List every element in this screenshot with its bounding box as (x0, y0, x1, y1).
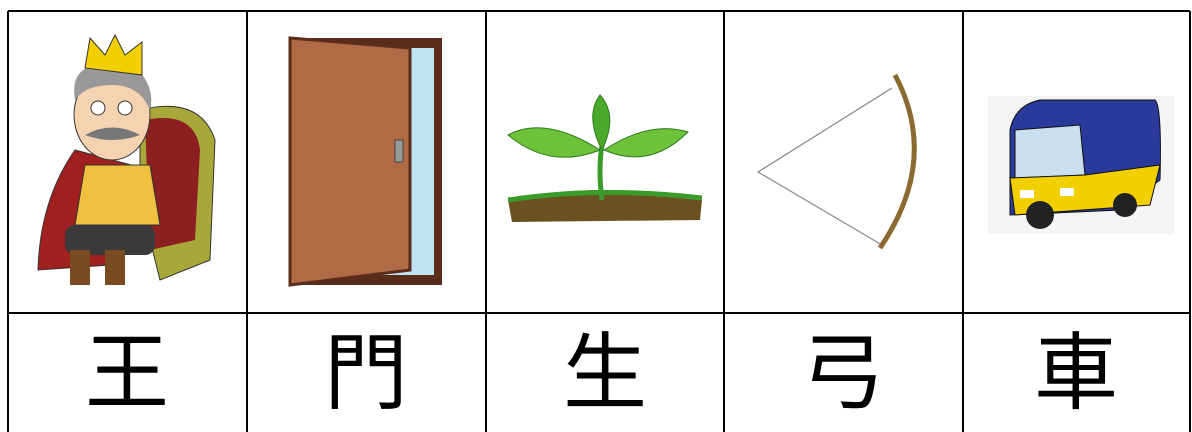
bus-illustration (988, 96, 1174, 234)
king-illustration (37, 33, 216, 285)
character-label: 生 (563, 324, 647, 422)
door-illustration (288, 36, 442, 287)
sprout-illustration (507, 94, 703, 222)
character-label: 弓 (801, 324, 885, 422)
table-grid (7, 10, 1191, 432)
character-label: 車 (1034, 324, 1118, 422)
bow-illustration (756, 73, 917, 250)
character-label: 王 (85, 324, 169, 422)
character-label: 門 (324, 324, 408, 422)
